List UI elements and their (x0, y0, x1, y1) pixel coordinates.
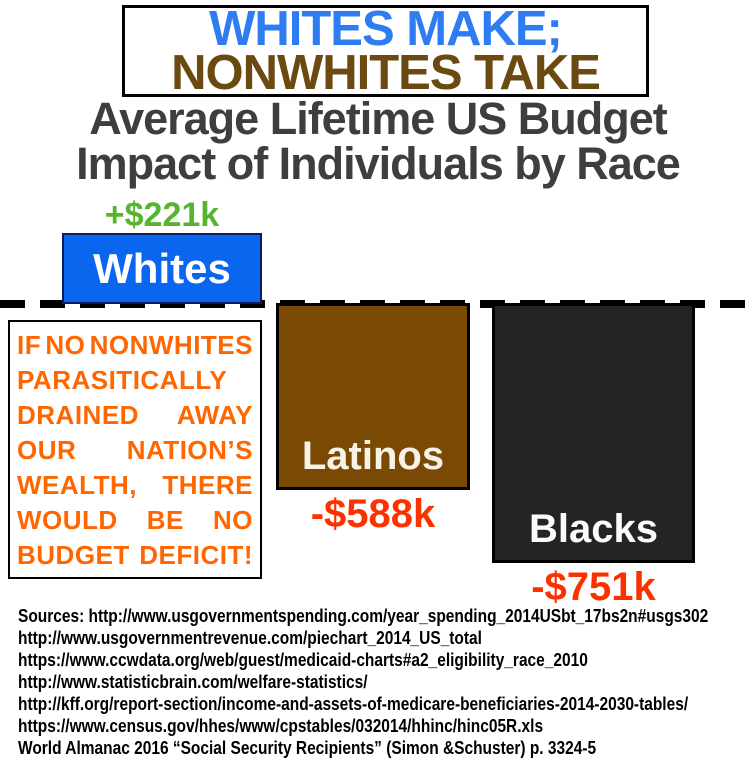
value-label-blacks: -$751k (531, 565, 656, 609)
value-label-whites: +$221k (104, 196, 220, 234)
bar-label-latinos: Latinos (301, 434, 445, 478)
source-line: http://kff.org/report-section/income-and… (18, 694, 689, 714)
annotation-line: WEALTH, THERE (17, 470, 253, 500)
source-line: Sources: http://www.usgovernmentspending… (18, 606, 709, 626)
source-line: https://www.census.gov/hhes/www/cpstable… (18, 716, 544, 736)
source-line: http://www.usgovernmentrevenue.com/piech… (18, 628, 482, 648)
title-box: WHITES MAKE; NONWHITES TAKE (122, 2, 649, 100)
chart-subtitle: Average Lifetime US Budget Impact of Ind… (0, 96, 756, 186)
bar-whites: Whites (62, 233, 262, 304)
source-line: World Almanac 2016 “Social Security Reci… (18, 738, 597, 758)
bar-blacks: Blacks (492, 303, 695, 563)
bar-label-whites: Whites (93, 244, 231, 292)
title-line-1: WHITES MAKE; (209, 2, 563, 56)
annotation-line: PARASITICALLY (17, 365, 228, 395)
source-line: http://www.statisticbrain.com/welfare-st… (18, 672, 368, 692)
annotation-box: IF NO NONWHITES PARASITICALLY DRAINED AWAY … (8, 320, 262, 579)
subtitle-line-2: Impact of Individuals by Race (76, 138, 681, 189)
annotation-line: DRAINED AWAY (17, 400, 253, 430)
source-line: https://www.ccwdata.org/web/guest/medica… (18, 650, 588, 670)
value-label-latinos: -$588k (310, 492, 436, 536)
annotation-line: OUR NATION’S (17, 435, 253, 465)
subtitle-line-1: Average Lifetime US Budget (89, 93, 667, 144)
annotation-line: WOULD BE NO (17, 505, 253, 535)
annotation-line: BUDGET DEFICIT! (17, 540, 253, 570)
sources-block: Sources: http://www.usgovernmentspending… (18, 605, 756, 759)
title-line-2: NONWHITES TAKE (171, 46, 601, 100)
bar-label-blacks: Blacks (529, 507, 658, 551)
annotation-line: IF NO NONWHITES (17, 330, 253, 360)
bar-latinos: Latinos (276, 303, 470, 490)
